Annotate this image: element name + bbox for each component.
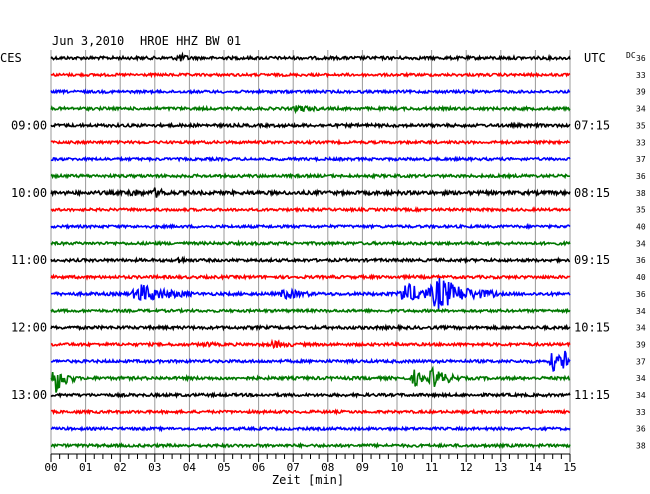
seismic-trace <box>50 306 571 315</box>
right-hour-label: 07:15 <box>574 118 610 132</box>
x-tick-label: 11 <box>425 461 438 474</box>
seismic-trace <box>50 391 571 399</box>
dc-offset-label: 34 <box>636 324 646 333</box>
dc-offset-label: 34 <box>636 239 646 248</box>
dc-offset-label: 34 <box>636 391 646 400</box>
dc-offset-label: 34 <box>636 307 646 316</box>
x-tick-label: 09 <box>356 461 369 474</box>
seismic-trace <box>50 277 571 310</box>
x-tick-label: 15 <box>563 461 576 474</box>
chart-title: Jun 3,2010 <box>52 34 124 48</box>
x-tick-label: 12 <box>460 461 473 474</box>
dc-offset-label: 40 <box>636 223 646 232</box>
right-hour-label: 09:15 <box>574 253 610 267</box>
dc-offset-label: 39 <box>636 340 646 349</box>
seismic-trace <box>50 206 571 214</box>
x-tick-label: 13 <box>494 461 507 474</box>
dc-offset-label: 38 <box>636 189 646 198</box>
dc-offset-label: 39 <box>636 88 646 97</box>
seismic-trace <box>50 441 571 450</box>
left-hour-label: 12:00 <box>11 321 47 335</box>
seismic-trace <box>50 88 571 96</box>
x-tick-label: 10 <box>390 461 403 474</box>
x-tick-label: 07 <box>287 461 300 474</box>
vertical-minute-gridlines <box>50 50 571 454</box>
x-tick-label: 01 <box>79 461 92 474</box>
left-hour-label: 10:00 <box>11 186 47 200</box>
dc-offset-label: 37 <box>636 155 646 164</box>
seismic-trace <box>50 273 571 281</box>
x-tick-label: 02 <box>114 461 127 474</box>
left-hour-label: 13:00 <box>11 388 47 402</box>
seismic-trace <box>50 255 571 265</box>
x-tick-label: 03 <box>148 461 161 474</box>
seismic-trace <box>50 121 571 130</box>
x-tick-label: 05 <box>217 461 230 474</box>
seismic-trace <box>50 408 571 416</box>
right-hour-label: 11:15 <box>574 388 610 402</box>
seismic-trace <box>50 365 571 393</box>
seismic-trace <box>50 187 571 198</box>
seismic-trace <box>50 172 571 180</box>
right-hour-label: 08:15 <box>574 186 610 200</box>
x-tick-label: 06 <box>252 461 265 474</box>
left-hour-label: 11:00 <box>11 253 47 267</box>
dc-offset-label: 34 <box>636 374 646 383</box>
x-axis-label: Zeit [min] <box>272 473 344 487</box>
x-tick-label: 14 <box>529 461 543 474</box>
dc-offset-label: 36 <box>636 54 646 63</box>
x-tick-label: 08 <box>321 461 334 474</box>
station-label: HROE HHZ BW 01 <box>140 34 241 48</box>
seismic-trace <box>50 51 571 63</box>
right-timezone-label: UTC <box>584 51 606 65</box>
seismic-trace <box>50 155 571 163</box>
seismic-trace <box>50 323 571 333</box>
dc-offset-label: 35 <box>636 121 646 130</box>
seismic-trace <box>50 138 571 146</box>
dc-offset-label: 33 <box>636 71 646 80</box>
seismic-trace <box>50 350 571 373</box>
dc-offset-label: 36 <box>636 256 646 265</box>
dc-offset-label: 34 <box>636 105 646 114</box>
dc-offset-label: 33 <box>636 408 646 417</box>
seismic-trace <box>50 425 571 433</box>
chart-labels: Jun 3,2010 HROE HHZ BW 01 CES UTC DC Zei… <box>0 34 646 487</box>
left-hour-label: 09:00 <box>11 118 47 132</box>
x-tick-label: 04 <box>183 461 197 474</box>
dc-offset-label: 38 <box>636 442 646 451</box>
dc-offset-label: 36 <box>636 172 646 181</box>
seismic-trace <box>50 104 571 115</box>
dc-offset-label: 36 <box>636 290 646 299</box>
seismic-trace <box>50 222 571 231</box>
dc-offset-label: 36 <box>636 425 646 434</box>
x-axis: 00 01 02 03 04 05 06 07 08 09 10 11 12 13 14 15 <box>44 453 577 474</box>
dc-offset-label: 33 <box>636 138 646 147</box>
dc-header-label: DC <box>626 51 636 60</box>
left-timezone-label: CES <box>0 51 22 65</box>
dc-offset-label: 35 <box>636 206 646 215</box>
right-hour-label: 10:15 <box>574 321 610 335</box>
dc-offset-label: 40 <box>636 273 646 282</box>
x-tick-label: 00 <box>44 461 57 474</box>
dc-offset-label: 37 <box>636 357 646 366</box>
seismic-trace <box>50 338 571 350</box>
seismic-trace <box>50 239 571 247</box>
seismic-trace <box>50 71 571 79</box>
seismic-traces <box>50 51 571 450</box>
